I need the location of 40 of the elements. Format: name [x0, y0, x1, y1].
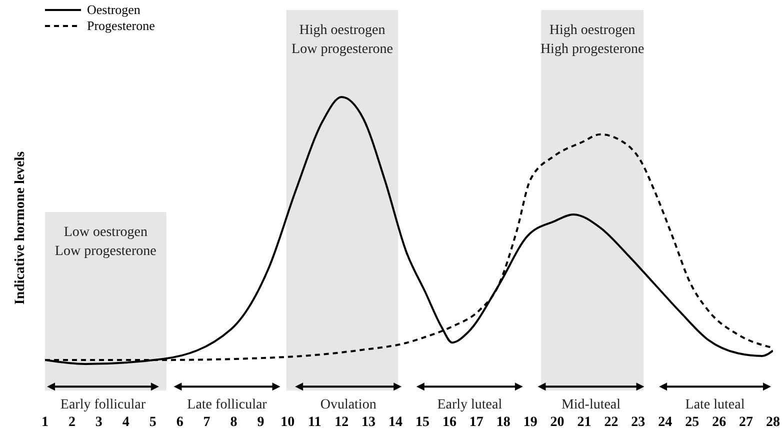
x-tick-label: 8	[230, 414, 238, 430]
band-label: High oestrogen High progesterone	[540, 23, 644, 57]
x-tick-label: 23	[631, 414, 646, 430]
x-tick-label: 24	[658, 414, 672, 430]
legend-label: Progesterone	[87, 18, 155, 34]
x-tick-label: 4	[122, 414, 130, 430]
legend-label: Oestrogen	[87, 2, 140, 18]
text: Late follicular	[187, 398, 268, 413]
x-tick-label: 3	[95, 414, 102, 430]
y-axis-title: Indicative hormone levels	[13, 150, 28, 305]
x-tick-label: 21	[577, 414, 592, 430]
band-label: Low oestrogen Low progesterone	[54, 225, 156, 260]
x-tick-label: 28	[766, 414, 780, 430]
x-tick-label: 13	[362, 414, 376, 430]
x-tick-label: 12	[334, 414, 349, 430]
text: Early follicular	[60, 398, 146, 413]
x-tick-label: 6	[176, 414, 184, 430]
x-tick-label: 10	[280, 414, 295, 430]
x-tick-label: 18	[496, 414, 510, 430]
x-tick-label: 11	[308, 414, 322, 430]
text: Early luteal	[437, 398, 502, 413]
x-tick-label: 2	[68, 414, 76, 430]
text: Mid-luteal	[561, 398, 621, 413]
x-tick-label: 1	[42, 414, 48, 430]
x-tick-label: 14	[388, 414, 403, 430]
x-tick-label: 20	[550, 414, 564, 430]
x-tick-label: 27	[739, 414, 754, 430]
text: Late luteal	[685, 398, 745, 413]
x-tick-label: 26	[712, 414, 726, 430]
text: Ovulation	[320, 398, 376, 413]
x-tick-label: 19	[523, 414, 538, 430]
x-tick-label: 15	[415, 414, 430, 430]
x-tick-label: 9	[257, 414, 264, 430]
x-tick-label: 7	[203, 414, 210, 430]
x-tick-label: 16	[442, 414, 456, 430]
x-tick-label: 5	[149, 414, 156, 430]
x-tick-label: 22	[604, 414, 618, 430]
x-tick-label: 25	[685, 414, 700, 430]
band-label: High oestrogen Low progesterone	[292, 23, 393, 57]
x-tick-label: 17	[469, 414, 484, 430]
